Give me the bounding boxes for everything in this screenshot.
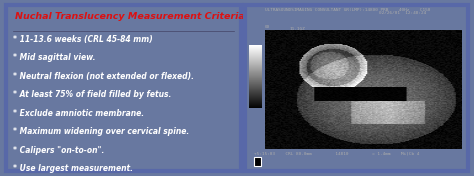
Text: * Mid sagittal view.: * Mid sagittal view. bbox=[13, 54, 95, 62]
Text: 02/26/01  12:48:24: 02/26/01 12:48:24 bbox=[379, 11, 426, 15]
Text: 00: 00 bbox=[264, 25, 270, 29]
Text: CHB
7cm
DR22
0.12: CHB 7cm DR22 0.12 bbox=[249, 76, 260, 96]
Text: * Calipers "on-to-on".: * Calipers "on-to-on". bbox=[13, 146, 104, 155]
Text: * Maximum widening over cervical spine.: * Maximum widening over cervical spine. bbox=[13, 127, 189, 136]
Text: ULTRASOUNDSIMAGING CONSULTANT GR(LMP):14800 PRB    40Hz    C150: ULTRASOUNDSIMAGING CONSULTANT GR(LMP):14… bbox=[264, 8, 430, 12]
Bar bbox=[254, 157, 261, 166]
Text: * 11-13.6 weeks (CRL 45-84 mm): * 11-13.6 weeks (CRL 45-84 mm) bbox=[13, 35, 153, 44]
Text: Nuchal Translucency Measurement Criteria: Nuchal Translucency Measurement Criteria bbox=[15, 12, 245, 21]
Text: * Use largest measurement.: * Use largest measurement. bbox=[13, 164, 133, 173]
Text: * Neutral flexion (not extended or flexed).: * Neutral flexion (not extended or flexe… bbox=[13, 72, 194, 81]
Text: 11.1GZ: 11.1GZ bbox=[289, 27, 305, 31]
Text: * Exclude amniotic membrane.: * Exclude amniotic membrane. bbox=[13, 109, 144, 118]
Text: +5:15:03    CRL 80.0mm         14810         = 1.4mm    Mi|Cb 4: +5:15:03 CRL 80.0mm 14810 = 1.4mm Mi|Cb … bbox=[254, 152, 419, 156]
Text: * At least 75% of field filled by fetus.: * At least 75% of field filled by fetus. bbox=[13, 90, 171, 99]
